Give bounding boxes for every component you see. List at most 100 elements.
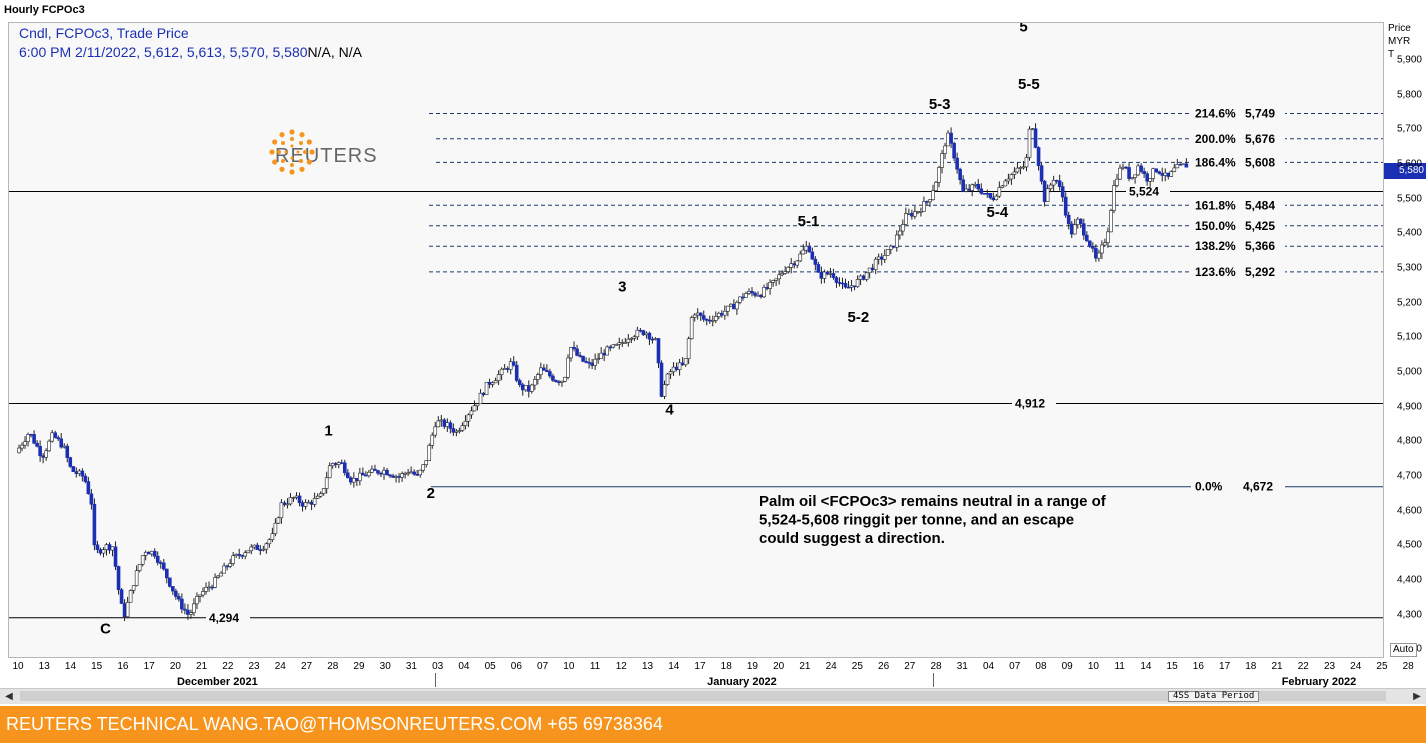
scroll-left-arrow-icon[interactable]: ◀	[5, 691, 13, 702]
x-tick-label: 26	[878, 661, 890, 672]
candle-body	[388, 474, 392, 477]
candle-body	[113, 546, 118, 567]
x-tick-label: 24	[1350, 661, 1362, 672]
x-tick-label: 04	[458, 661, 470, 672]
fib-label-bg	[1191, 197, 1285, 213]
candle-body	[750, 291, 754, 294]
x-tick-label: 16	[1192, 661, 1204, 672]
candle-body	[910, 213, 914, 217]
candle-body	[249, 546, 254, 552]
candle-body	[563, 376, 567, 382]
candle-body	[548, 371, 552, 377]
candle-body	[656, 338, 661, 364]
candle-body	[17, 447, 21, 454]
candle-body	[1136, 165, 1140, 176]
candle-body	[898, 230, 902, 236]
candle-body	[460, 425, 465, 431]
candle-body	[762, 287, 766, 298]
candle-body	[246, 550, 251, 554]
x-tick-label: 06	[510, 661, 522, 672]
support-label-bg	[206, 609, 250, 625]
candle-body	[650, 338, 655, 341]
candle-body	[276, 517, 281, 524]
fib-label-bg	[1191, 238, 1285, 254]
candle-body	[433, 426, 438, 436]
wave-label: 5-3	[929, 96, 951, 113]
candle-body	[997, 187, 1002, 197]
candle-body	[192, 603, 196, 613]
candle-body	[765, 287, 769, 289]
auto-scale-button[interactable]: Auto	[1390, 643, 1417, 657]
candle-body	[20, 444, 24, 449]
candle-body	[523, 385, 528, 391]
scroll-thumb[interactable]	[20, 691, 1386, 701]
candle-body	[777, 274, 781, 280]
candle-body	[1057, 180, 1062, 187]
y-tick-label: 5,700	[1396, 123, 1422, 135]
horizontal-scrollbar[interactable]: ◀ 4SS Data Period ▶	[0, 688, 1426, 704]
y-tick-label: 4,500	[1396, 539, 1422, 551]
fib-level-percent: 0.0%	[1195, 480, 1223, 494]
y-tick-label: 5,900	[1396, 54, 1422, 66]
candle-body	[919, 210, 923, 213]
candle-body	[846, 286, 851, 289]
candle-body	[231, 555, 235, 564]
candle-body	[279, 502, 284, 519]
candle-body	[1085, 234, 1089, 242]
candle-body	[659, 362, 664, 397]
y-tick-label: 4,800	[1396, 435, 1422, 447]
fib-level-percent: 161.8%	[1195, 198, 1236, 212]
candle-body	[1169, 171, 1174, 177]
wave-label: 1	[324, 422, 332, 439]
candle-body	[542, 367, 546, 371]
wave-label: C	[100, 621, 111, 638]
candle-body	[493, 380, 498, 384]
scroll-right-arrow-icon[interactable]: ▶	[1413, 691, 1421, 702]
price-chart[interactable]: 5,524 4,912 4,294 214.6% 5,749 200.0% 5,676 186…	[9, 23, 1384, 658]
candle-body	[1042, 180, 1047, 202]
y-tick-label: 5,600	[1396, 158, 1422, 170]
wave-label: 5-4	[987, 204, 1009, 221]
plot-area[interactable]: 5,524 4,912 4,294 214.6% 5,749 200.0% 5,676 186…	[8, 22, 1384, 658]
candle-body	[677, 362, 682, 370]
reuters-logo: REUTERS	[267, 127, 433, 185]
annotation-line-1: Palm oil <FCPOc3> remains neutral in a r…	[759, 493, 1107, 510]
candle-body	[626, 338, 631, 343]
candle-body	[439, 419, 444, 422]
candle-body	[520, 384, 525, 391]
fib-level-percent: 138.2%	[1195, 239, 1236, 253]
candle-body	[29, 434, 33, 436]
candle-body	[982, 193, 987, 195]
x-axis[interactable]: 10 13 14 15 16 17 20 21 22 23 24 27 28 29 30 31 03 04 05 06…	[8, 658, 1414, 688]
candle-body	[306, 501, 311, 504]
candle-body	[641, 330, 646, 336]
x-tick-label: 14	[1140, 661, 1152, 672]
fib-label-bg	[1191, 217, 1285, 233]
candle-body	[225, 565, 229, 568]
candle-body	[807, 245, 812, 253]
candle-body	[774, 278, 778, 281]
candle-body	[131, 585, 136, 591]
candle-body	[451, 428, 456, 433]
candle-body	[213, 577, 217, 588]
fib-label-bg	[1191, 105, 1285, 121]
candle-body	[183, 608, 187, 611]
candle-body	[517, 380, 522, 386]
candle-body	[623, 342, 628, 344]
candle-body	[590, 362, 594, 366]
candle-body	[916, 211, 920, 213]
candle-body	[318, 493, 323, 497]
candle-body	[430, 434, 435, 446]
x-tick-label: 17	[1219, 661, 1231, 672]
candle-body	[599, 352, 603, 360]
candle-body	[913, 211, 917, 217]
candle-body	[795, 260, 800, 266]
y-axis[interactable]: Price MYR T 5,580 4,2004,3004,4004,5004,…	[1384, 22, 1426, 658]
candle-body	[1036, 147, 1041, 166]
x-tick-label: 23	[248, 661, 260, 672]
candle-body	[1091, 245, 1095, 249]
candle-body	[415, 473, 419, 476]
fib-level-price: 5,749	[1245, 106, 1275, 120]
x-tick-label: 28	[1402, 661, 1414, 672]
candle-body	[71, 466, 76, 472]
